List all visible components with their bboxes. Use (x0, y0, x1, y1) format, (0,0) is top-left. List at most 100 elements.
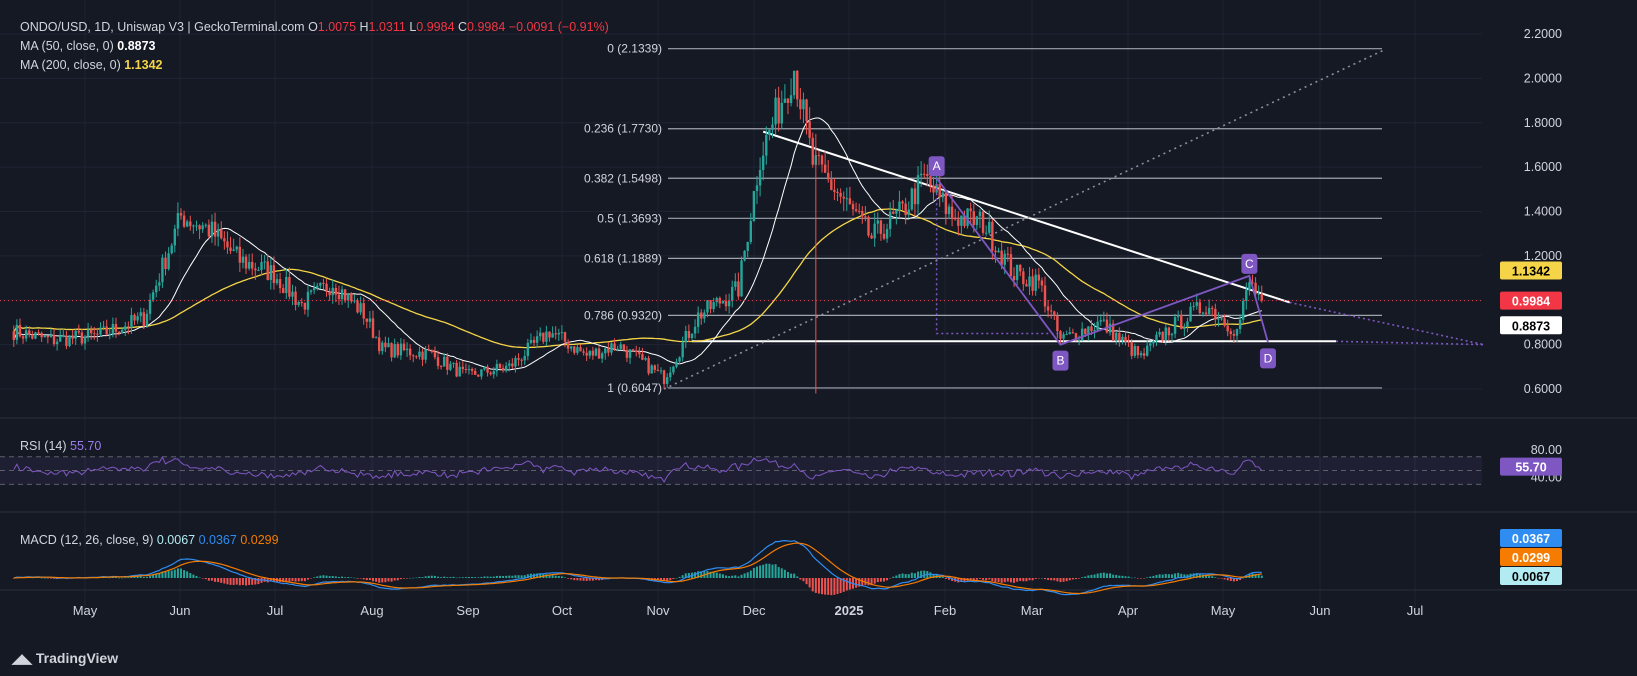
rsi-pane (0, 456, 1482, 485)
macd-histogram-bar (390, 578, 393, 582)
macd-histogram-bar (876, 578, 879, 583)
tradingview-logo[interactable]: ◢◣ TradingView (12, 650, 118, 667)
macd-histogram-bar (446, 577, 449, 578)
macd-histogram-bar (895, 575, 898, 578)
x-tick-label: Feb (934, 603, 956, 618)
macd-histogram-bar (458, 577, 461, 578)
candle-body (18, 324, 22, 337)
macd-histogram-bar (1180, 573, 1183, 578)
candle-body (71, 335, 74, 339)
candle-body (953, 217, 957, 220)
candle-body (1204, 312, 1208, 314)
candle-body (241, 256, 245, 263)
abcd-path (935, 177, 1269, 346)
ma200-legend[interactable]: MA (200, close, 0) 1.1342 (20, 58, 162, 72)
candle-body (377, 337, 381, 352)
candle-body (504, 365, 508, 371)
macd-histogram-bar (483, 576, 486, 578)
abcd-pattern[interactable]: A B C D (928, 156, 1276, 371)
candle-body (783, 98, 787, 103)
close-label: C (458, 20, 468, 34)
fibonacci-retracement[interactable]: 0 (2.1339) 0.236 (1.7730) 0.382 (1.5498) 0.… (584, 42, 1382, 395)
candle-body (381, 342, 384, 352)
macd-histogram-bar (972, 578, 975, 581)
macd-histogram-bar (341, 576, 344, 578)
candle-body (997, 250, 1000, 253)
macd-histogram-bar (127, 577, 130, 579)
candle-body (613, 343, 616, 350)
candle-body (1245, 290, 1248, 301)
macd-histogram-bar (1031, 578, 1034, 581)
candle-body (718, 298, 722, 304)
rsi-legend[interactable]: RSI (14) 55.70 (20, 439, 101, 453)
macd-histogram-bar (1226, 578, 1229, 581)
candle-body (792, 70, 796, 96)
candle-body (628, 349, 632, 358)
high-value: 1.0311 (368, 20, 406, 34)
macd-histogram-bar (901, 573, 904, 578)
candle-body (827, 172, 830, 180)
macd-histogram-bar (752, 567, 755, 578)
candle-body (393, 344, 396, 358)
trend-lines[interactable] (663, 48, 1485, 390)
candle-body (343, 289, 347, 301)
x-tick-label: Aug (360, 603, 383, 618)
candle-body (281, 288, 285, 294)
candle-body (755, 185, 759, 192)
macd-histogram-bar (864, 578, 867, 585)
candle-body (464, 369, 468, 371)
candle-body (1037, 274, 1041, 281)
macd-histogram-bar (1158, 574, 1161, 578)
macd-histogram-bar (759, 565, 762, 578)
candle-body (508, 363, 511, 366)
candle-body (477, 374, 480, 377)
candle-body (312, 287, 316, 291)
macd-histogram-bar (269, 578, 272, 582)
candle-body (37, 332, 40, 334)
candle-body (316, 285, 319, 288)
candle-body (399, 343, 403, 356)
macd-histogram-bar (768, 563, 771, 578)
candle-body (585, 352, 588, 356)
macd-histogram-bar (130, 576, 133, 578)
macd-histogram-bar (291, 578, 294, 582)
macd-histogram-bar (1047, 578, 1050, 580)
signal-line (13, 542, 1262, 595)
macd-histogram-bar (43, 577, 46, 579)
macd-histogram-bar (1084, 576, 1087, 578)
pattern-point-label: B (1056, 354, 1064, 368)
macd-histogram-bar (183, 570, 186, 578)
candle-body (774, 97, 777, 125)
macd-histogram-bar (929, 572, 932, 578)
candle-body (517, 358, 520, 360)
macd-histogram-bar (1006, 578, 1009, 582)
candle-body (1090, 326, 1093, 331)
macd-histogram-bar (564, 577, 566, 578)
candle-body (734, 281, 737, 287)
candle-body (1198, 302, 1202, 314)
macd-label: MACD (12, 26, close, 9) (20, 533, 154, 547)
candle-body (306, 291, 310, 310)
ma50-legend[interactable]: MA (50, close, 0) 0.8873 (20, 39, 156, 53)
macd-histogram-bar (167, 571, 170, 578)
candle-body (594, 348, 598, 356)
candle-body (179, 213, 183, 216)
candle-body (706, 300, 709, 313)
macd-histogram-bar (46, 578, 49, 579)
x-tick-label: Jun (170, 603, 191, 618)
macd-histogram-bar (180, 568, 182, 578)
candle-body (743, 250, 746, 261)
macd-histogram-bar (960, 578, 963, 582)
candle-body (653, 365, 657, 370)
x-tick-label: 2025 (835, 603, 864, 618)
macd-histogram-bar (672, 578, 675, 580)
macd-histogram-bar (232, 578, 235, 585)
macd-legend[interactable]: MACD (12, 26, close, 9) 0.0067 0.0367 0.… (20, 533, 279, 547)
macd-histogram-bar (1208, 575, 1211, 578)
macd-histogram-bar (520, 575, 523, 578)
y-tick-label: 1.6000 (1524, 160, 1562, 174)
candle-body (59, 335, 62, 342)
candle-body (1046, 306, 1050, 311)
macd-histogram-bar (440, 577, 443, 578)
